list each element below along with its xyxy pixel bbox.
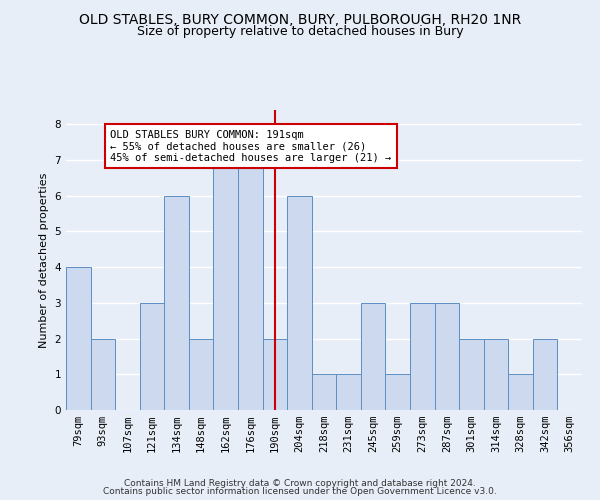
Bar (434, 303, 459, 410)
Text: Contains HM Land Registry data © Crown copyright and database right 2024.: Contains HM Land Registry data © Crown c… (124, 478, 476, 488)
Bar (459, 338, 484, 410)
Bar (164, 196, 189, 410)
Bar (66, 267, 91, 410)
Bar (140, 303, 164, 410)
Bar (189, 338, 214, 410)
Bar (533, 338, 557, 410)
Text: Contains public sector information licensed under the Open Government Licence v3: Contains public sector information licen… (103, 487, 497, 496)
Text: OLD STABLES BURY COMMON: 191sqm
← 55% of detached houses are smaller (26)
45% of: OLD STABLES BURY COMMON: 191sqm ← 55% of… (110, 130, 391, 163)
Bar (410, 303, 434, 410)
Bar (263, 338, 287, 410)
Bar (484, 338, 508, 410)
Bar (287, 196, 312, 410)
Text: OLD STABLES, BURY COMMON, BURY, PULBOROUGH, RH20 1NR: OLD STABLES, BURY COMMON, BURY, PULBOROU… (79, 12, 521, 26)
Y-axis label: Number of detached properties: Number of detached properties (39, 172, 49, 348)
Bar (238, 160, 263, 410)
Bar (214, 160, 238, 410)
Bar (385, 374, 410, 410)
Text: Size of property relative to detached houses in Bury: Size of property relative to detached ho… (137, 25, 463, 38)
Bar (91, 338, 115, 410)
Bar (312, 374, 336, 410)
Bar (508, 374, 533, 410)
Bar (361, 303, 385, 410)
Bar (336, 374, 361, 410)
